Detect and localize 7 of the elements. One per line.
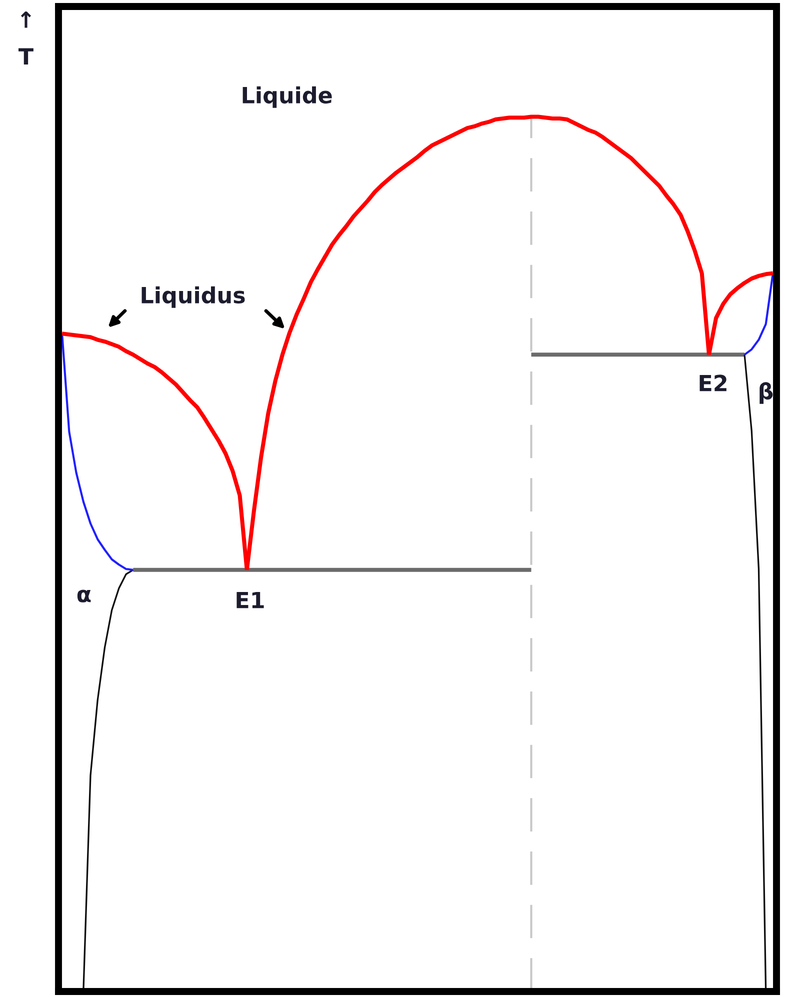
annotation: β: [760, 382, 773, 404]
annotation: E2: [700, 374, 726, 392]
annotation: α: [77, 590, 91, 602]
text: Liquide: [242, 86, 332, 108]
annotation: Liquidus: [142, 286, 245, 308]
annotation: E1: [236, 592, 264, 608]
y-axis-title: ↑ T: [18, 11, 34, 64]
